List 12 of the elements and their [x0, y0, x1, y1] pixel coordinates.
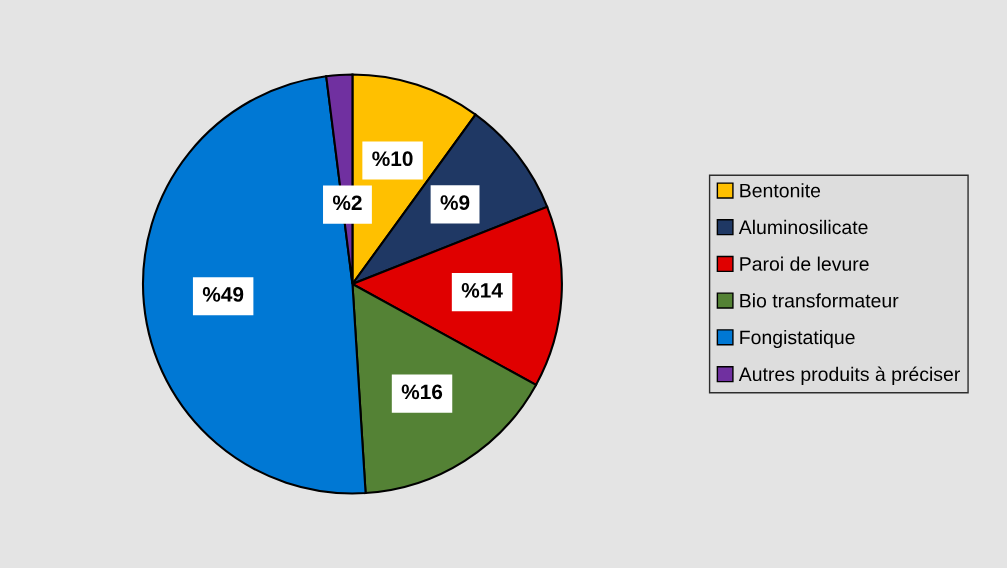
data-label: %10: [372, 151, 413, 167]
legend-label: Bentonite: [740, 183, 821, 198]
legend-label: Aluminosilicate: [738, 219, 868, 235]
data-label: %16: [401, 384, 443, 400]
legend-label: Paroi de levure: [740, 256, 869, 271]
data-label: %14: [461, 283, 503, 298]
legend-label: Autres produits à préciser: [738, 366, 960, 385]
data-label: %9: [440, 195, 470, 210]
data-label: %2: [332, 195, 362, 211]
data-label: %49: [202, 287, 244, 302]
legend-label: Bio transformateur: [740, 293, 899, 308]
legend-label: Fongistatique: [740, 329, 855, 349]
